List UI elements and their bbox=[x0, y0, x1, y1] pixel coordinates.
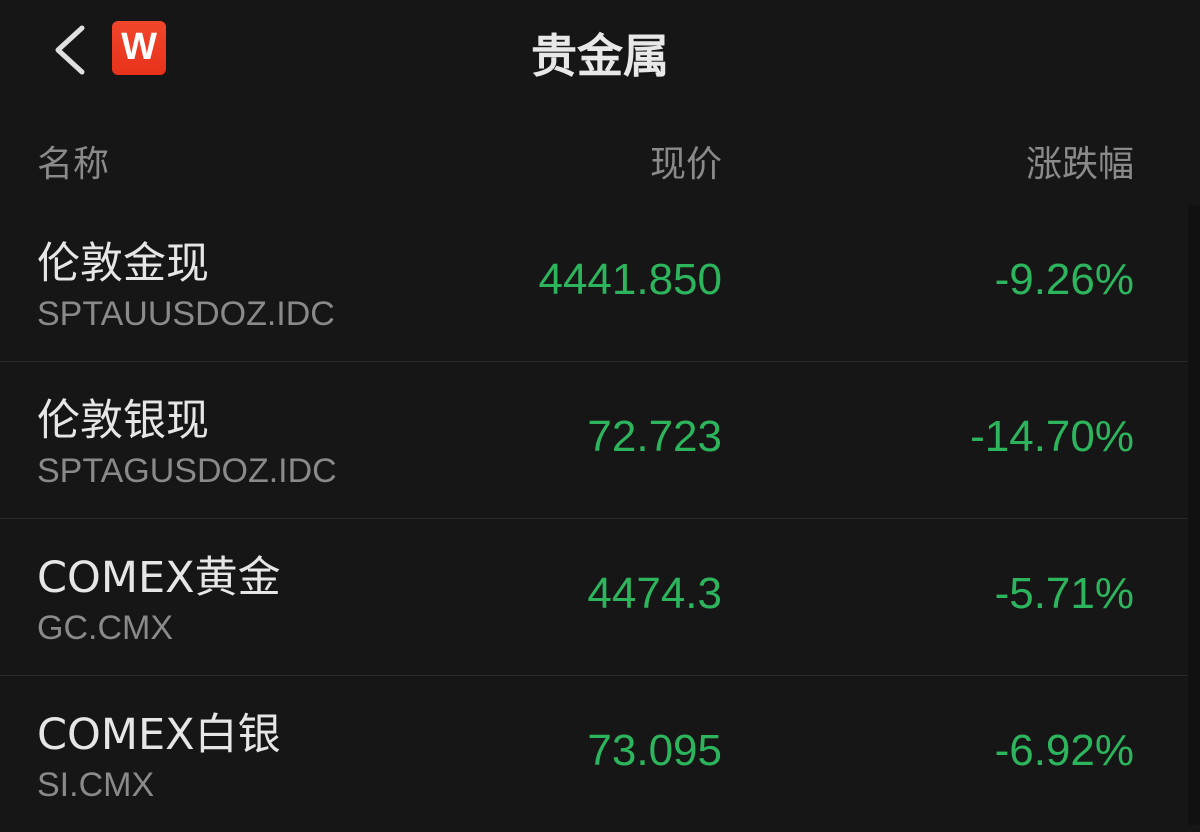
header: W 贵金属 bbox=[0, 0, 1200, 100]
column-header-change[interactable]: 涨跌幅 bbox=[1025, 144, 1134, 185]
instrument-code: SI.CMX bbox=[37, 766, 155, 804]
instrument-name: COMEX黄金 bbox=[37, 553, 281, 603]
change-percent: -5.71% bbox=[994, 569, 1134, 618]
column-header-name[interactable]: 名称 bbox=[37, 144, 110, 185]
instrument-name: 伦敦银现 bbox=[37, 396, 209, 446]
table-row[interactable]: 伦敦银现 SPTAGUSDOZ.IDC 72.723 -14.70% bbox=[0, 362, 1200, 519]
current-price: 4441.850 bbox=[538, 255, 722, 304]
instrument-name: COMEX白银 bbox=[37, 710, 281, 760]
app-logo[interactable]: W bbox=[112, 21, 166, 75]
instrument-code: SPTAUUSDOZ.IDC bbox=[37, 295, 335, 333]
change-percent: -14.70% bbox=[970, 412, 1134, 461]
table-row[interactable]: COMEX黄金 GC.CMX 4474.3 -5.71% bbox=[0, 519, 1200, 676]
current-price: 73.095 bbox=[587, 726, 722, 775]
table-row[interactable]: COMEX白银 SI.CMX 73.095 -6.92% bbox=[0, 676, 1200, 832]
back-button[interactable] bbox=[50, 22, 90, 78]
change-percent: -6.92% bbox=[994, 726, 1134, 775]
instrument-name: 伦敦金现 bbox=[37, 239, 209, 289]
table-row[interactable]: 伦敦金现 SPTAUUSDOZ.IDC 4441.850 -9.26% bbox=[0, 205, 1200, 362]
current-price: 72.723 bbox=[587, 412, 722, 461]
current-price: 4474.3 bbox=[587, 569, 722, 618]
chevron-left-icon bbox=[55, 25, 85, 75]
column-header-price[interactable]: 现价 bbox=[649, 144, 722, 185]
instrument-code: SPTAGUSDOZ.IDC bbox=[37, 452, 337, 490]
instrument-code: GC.CMX bbox=[37, 609, 173, 647]
scrollbar-track[interactable] bbox=[1188, 205, 1200, 825]
change-percent: -9.26% bbox=[994, 255, 1134, 304]
page-title: 贵金属 bbox=[531, 29, 669, 83]
